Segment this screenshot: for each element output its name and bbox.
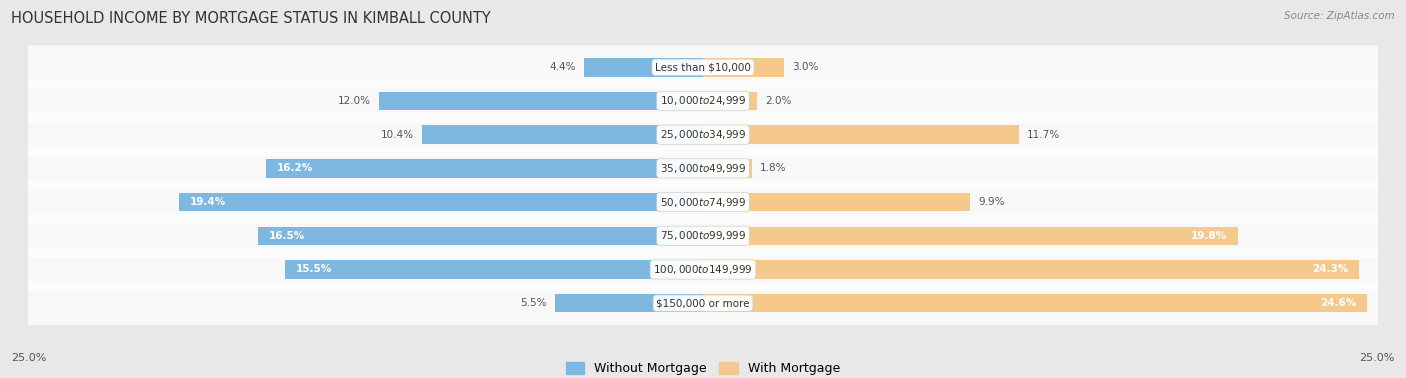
Text: 25.0%: 25.0%: [11, 353, 46, 363]
Text: 19.8%: 19.8%: [1191, 231, 1226, 241]
Bar: [703, 58, 785, 76]
Bar: [585, 58, 703, 76]
Text: 3.0%: 3.0%: [792, 62, 818, 72]
Text: $50,000 to $74,999: $50,000 to $74,999: [659, 195, 747, 209]
FancyBboxPatch shape: [11, 79, 1395, 123]
Text: $150,000 or more: $150,000 or more: [657, 298, 749, 308]
Text: 1.8%: 1.8%: [759, 163, 786, 174]
FancyBboxPatch shape: [11, 45, 1395, 89]
Bar: [703, 260, 1360, 279]
Bar: [703, 193, 970, 211]
Text: 19.4%: 19.4%: [190, 197, 226, 207]
Text: 25.0%: 25.0%: [1360, 353, 1395, 363]
Text: Source: ZipAtlas.com: Source: ZipAtlas.com: [1284, 11, 1395, 21]
FancyBboxPatch shape: [11, 248, 1395, 291]
Bar: [703, 294, 1367, 313]
Text: 24.6%: 24.6%: [1320, 298, 1357, 308]
Legend: Without Mortgage, With Mortgage: Without Mortgage, With Mortgage: [561, 357, 845, 378]
Bar: [284, 260, 703, 279]
Text: 5.5%: 5.5%: [520, 298, 547, 308]
FancyBboxPatch shape: [11, 214, 1395, 258]
Bar: [703, 92, 756, 110]
Bar: [703, 226, 1237, 245]
Bar: [257, 226, 703, 245]
Text: $25,000 to $34,999: $25,000 to $34,999: [659, 128, 747, 141]
Text: 2.0%: 2.0%: [765, 96, 792, 106]
Text: 15.5%: 15.5%: [295, 265, 332, 274]
FancyBboxPatch shape: [11, 113, 1395, 156]
Text: HOUSEHOLD INCOME BY MORTGAGE STATUS IN KIMBALL COUNTY: HOUSEHOLD INCOME BY MORTGAGE STATUS IN K…: [11, 11, 491, 26]
Text: $75,000 to $99,999: $75,000 to $99,999: [659, 229, 747, 242]
Bar: [422, 125, 703, 144]
FancyBboxPatch shape: [11, 281, 1395, 325]
FancyBboxPatch shape: [11, 146, 1395, 190]
Bar: [703, 125, 1019, 144]
Bar: [380, 92, 703, 110]
Text: 16.5%: 16.5%: [269, 231, 305, 241]
FancyBboxPatch shape: [11, 180, 1395, 224]
Text: 4.4%: 4.4%: [550, 62, 576, 72]
Bar: [703, 159, 752, 178]
Text: Less than $10,000: Less than $10,000: [655, 62, 751, 72]
Text: 11.7%: 11.7%: [1026, 130, 1060, 139]
Text: $35,000 to $49,999: $35,000 to $49,999: [659, 162, 747, 175]
Bar: [554, 294, 703, 313]
Text: $100,000 to $149,999: $100,000 to $149,999: [654, 263, 752, 276]
Text: 24.3%: 24.3%: [1312, 265, 1348, 274]
Text: 9.9%: 9.9%: [979, 197, 1005, 207]
Text: $10,000 to $24,999: $10,000 to $24,999: [659, 94, 747, 107]
Bar: [180, 193, 703, 211]
Text: 10.4%: 10.4%: [381, 130, 415, 139]
Bar: [266, 159, 703, 178]
Text: 16.2%: 16.2%: [277, 163, 312, 174]
Text: 12.0%: 12.0%: [337, 96, 371, 106]
